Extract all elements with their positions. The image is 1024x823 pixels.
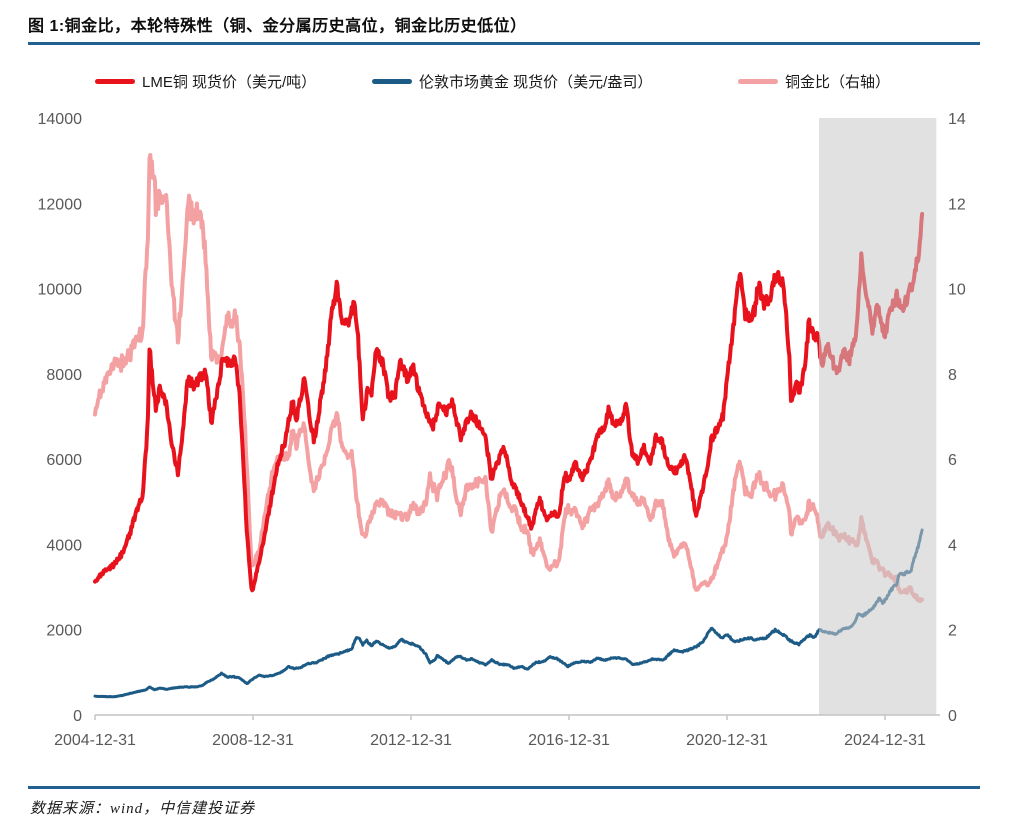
left-axis-tick-label: 4000 (46, 537, 82, 554)
right-axis-tick-label: 4 (948, 537, 957, 554)
right-axis-tick-label: 6 (948, 452, 957, 469)
gold-line (93, 528, 924, 699)
legend-item-ratio: 铜金比（右轴） (738, 71, 890, 92)
right-axis-tick-label: 8 (948, 367, 957, 384)
right-axis-tick-label: 2 (948, 623, 957, 640)
legend-label-copper: LME铜 现货价（美元/吨） (142, 74, 317, 91)
right-axis-tick-label: 14 (948, 111, 966, 128)
legend-label-gold: 伦敦市场黄金 现货价（美元/盎司） (419, 74, 653, 91)
chart-canvas: 2004-12-31 2008-12-31 2012-12-31 2016-12-31… (38, 111, 966, 749)
left-axis-tick-label: 0 (73, 708, 82, 725)
legend-label-ratio: 铜金比（右轴） (785, 74, 891, 91)
left-axis-tick-label: 2000 (46, 623, 82, 640)
x-tick-label: 2020-12-31 (686, 732, 768, 749)
left-axis-tick-label: 8000 (46, 367, 82, 384)
left-axis-tick-label: 12000 (38, 196, 83, 213)
x-tick-label: 2004-12-31 (54, 732, 136, 749)
footer-divider (28, 786, 980, 789)
right-axis-tick-label: 10 (948, 282, 966, 299)
legend-item-copper: LME铜 现货价（美元/吨） (95, 71, 316, 92)
data-source-note: 数据来源：wind，中信建投证券 (30, 801, 256, 817)
x-tick-label: 2024-12-31 (844, 732, 926, 749)
left-axis-tick-label: 6000 (46, 452, 82, 469)
left-axis-tick-label: 10000 (38, 282, 83, 299)
x-tick-label: 2016-12-31 (528, 732, 610, 749)
chart-legend: LME铜 现货价（美元/吨） 伦敦市场黄金 现货价（美元/盎司） 铜金比（右轴） (0, 71, 1024, 93)
legend-item-gold: 伦敦市场黄金 现货价（美元/盎司） (372, 71, 652, 92)
title-divider (28, 42, 980, 45)
chart-area: 2004-12-31 2008-12-31 2012-12-31 2016-12-31… (0, 100, 1024, 790)
copper-legend-swatch (95, 79, 135, 84)
right-axis-tick-label: 12 (948, 196, 966, 213)
highlight-band (819, 118, 937, 715)
copper-line (93, 212, 925, 593)
ratio-line (93, 153, 925, 603)
x-tick-label: 2008-12-31 (212, 732, 294, 749)
left-axis-tick-label: 14000 (38, 111, 83, 128)
ratio-legend-swatch (738, 79, 778, 84)
right-axis-tick-label: 0 (948, 708, 957, 725)
x-tick-label: 2012-12-31 (370, 732, 452, 749)
gold-legend-swatch (372, 79, 412, 84)
figure-title: 图 1:铜金比，本轮特殊性（铜、金分属历史高位，铜金比历史低位） (28, 18, 527, 35)
